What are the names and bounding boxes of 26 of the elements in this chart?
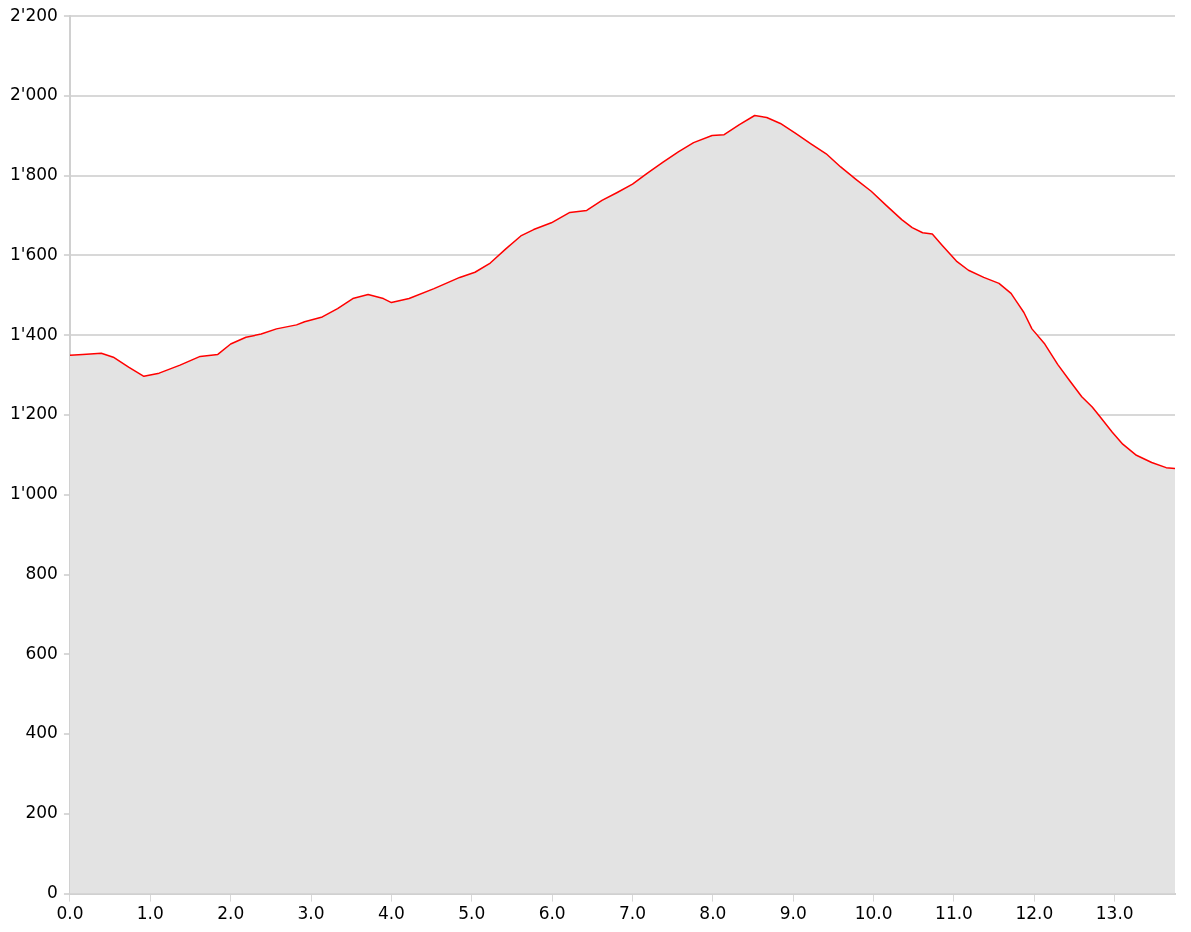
x-tick-label: 9.0 [779,903,807,924]
y-tick-label: 2'000 [10,84,58,105]
y-tick-label: 1'800 [10,164,58,185]
y-tick-label: 1'400 [10,323,58,344]
x-tick-label: 6.0 [538,903,566,924]
y-tick-label: 400 [25,722,58,743]
x-tick-label: 0.0 [56,903,84,924]
y-tick-label: 1'600 [10,243,58,264]
y-tick-label: 0 [47,882,58,903]
x-tick-label: 10.0 [854,903,893,924]
y-tick-label: 600 [25,642,58,663]
y-tick-label: 2'200 [10,4,58,25]
x-tick-label: 13.0 [1095,903,1134,924]
x-tick-label: 5.0 [458,903,486,924]
x-tick-label: 8.0 [699,903,727,924]
x-tick-label: 4.0 [377,903,405,924]
y-tick-label: 200 [25,802,58,823]
x-tick-label: 1.0 [136,903,164,924]
x-tick-label: 7.0 [618,903,647,924]
y-tick-label: 1'000 [10,483,58,504]
x-tick-label: 2.0 [217,903,245,924]
x-tick-label: 12.0 [1015,903,1054,924]
x-tick-label: 3.0 [297,903,325,924]
x-tick-label: 11.0 [935,903,973,924]
y-tick-label: 1'200 [10,403,58,424]
y-tick-label: 800 [25,562,58,583]
